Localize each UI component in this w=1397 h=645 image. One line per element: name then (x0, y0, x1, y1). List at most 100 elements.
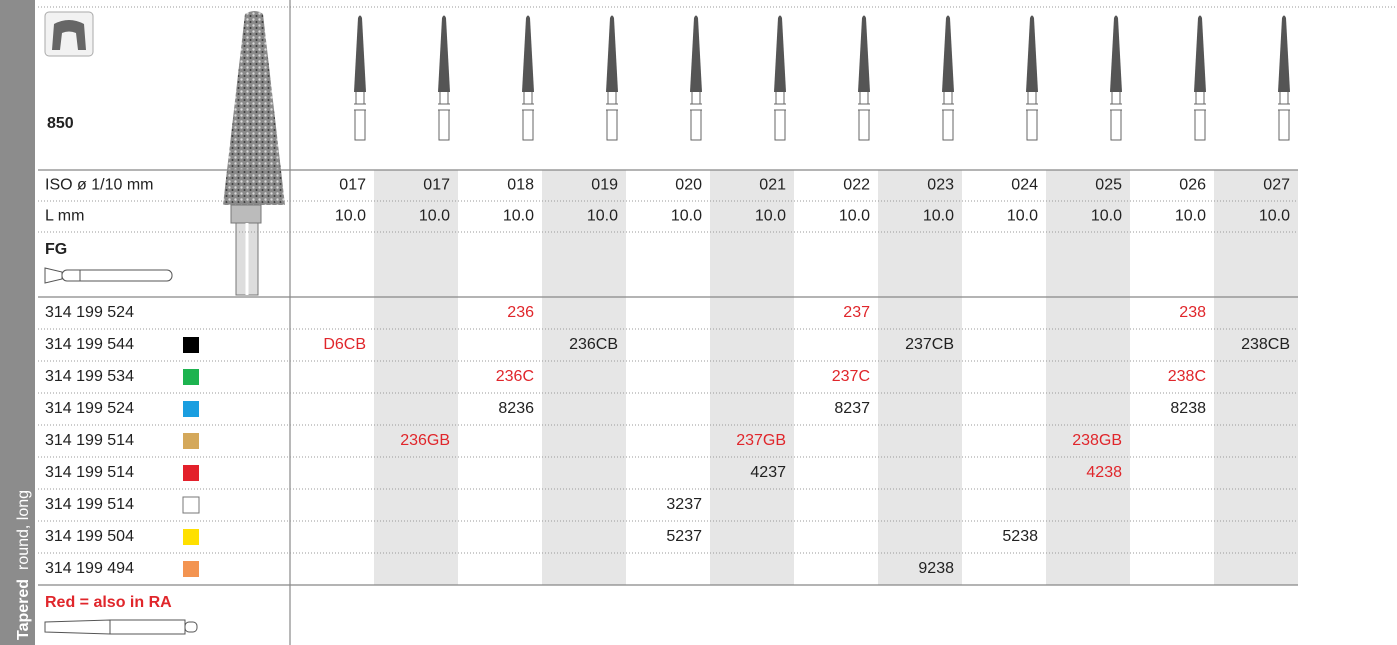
column-shade (1214, 170, 1298, 585)
spec-label: L mm (45, 208, 84, 225)
color-swatch (183, 529, 199, 545)
instrument-shank (1110, 109, 1122, 141)
instrument-shank (858, 109, 870, 141)
spec-value: 017 (339, 177, 366, 194)
instrument-head (606, 15, 618, 92)
product-number: 238CB (1241, 336, 1290, 353)
order-code: 314 199 494 (45, 560, 134, 577)
instrument-drawing (1278, 15, 1290, 141)
instrument-drawing (522, 15, 534, 141)
column-shade (878, 170, 962, 585)
product-number: 236CB (569, 336, 618, 353)
table: ISO ø 1/10 mm 017 017 018 019 020 021 022 023 024… (38, 15, 1298, 586)
bur-image (223, 11, 285, 296)
color-swatch (182, 496, 200, 514)
product-number: 8238 (1170, 400, 1206, 417)
instrument-head (1278, 15, 1290, 92)
instrument-neck (354, 92, 366, 111)
product-number: 3237 (666, 496, 702, 513)
instrument-shank (1278, 109, 1290, 141)
spec-value: 10.0 (923, 208, 954, 225)
fg-shank-drawing (44, 267, 173, 284)
instrument-drawing (1194, 15, 1206, 141)
spec-value: 10.0 (335, 208, 366, 225)
order-code: 314 199 524 (45, 304, 134, 321)
spec-value: 020 (675, 177, 702, 194)
column-shade (374, 170, 458, 585)
ra-shank-drawing (44, 619, 198, 635)
spec-value: 019 (591, 177, 618, 194)
instrument-neck (1026, 92, 1038, 111)
product-number: D6CB (323, 336, 366, 353)
color-swatch (183, 561, 199, 577)
instrument-head (690, 15, 702, 92)
column-shade (1046, 170, 1130, 585)
shank-type: FG (45, 241, 67, 258)
instrument-drawing (354, 15, 366, 141)
order-code: 314 199 524 (45, 400, 134, 417)
spec-value: 10.0 (1175, 208, 1206, 225)
instrument-neck (690, 92, 702, 111)
instrument-head (438, 15, 450, 92)
product-number: 236GB (400, 432, 450, 449)
spec-value: 018 (507, 177, 534, 194)
product-number: 5238 (1002, 528, 1038, 545)
product-number: 4238 (1086, 464, 1122, 481)
spec-value: 10.0 (419, 208, 450, 225)
instrument-drawing (942, 15, 954, 141)
instrument-drawing (858, 15, 870, 141)
instrument-neck (858, 92, 870, 111)
instrument-neck (522, 92, 534, 111)
instrument-shank (690, 109, 702, 141)
sidebar (0, 0, 35, 645)
spec-value: 017 (423, 177, 450, 194)
spec-value: 022 (843, 177, 870, 194)
spec-value: 10.0 (503, 208, 534, 225)
instrument-drawing (774, 15, 786, 141)
instrument-neck (1194, 92, 1206, 111)
instrument-neck (1278, 92, 1290, 111)
instrument-shank (1026, 109, 1038, 141)
instrument-head (1194, 15, 1206, 92)
spec-value: 026 (1179, 177, 1206, 194)
instrument-shank (942, 109, 954, 141)
instrument-head (1110, 15, 1122, 92)
spec-value: 10.0 (671, 208, 702, 225)
product-number: 237C (832, 368, 870, 385)
instrument-shank (522, 109, 534, 141)
instrument-head (522, 15, 534, 92)
spec-value: 10.0 (1091, 208, 1122, 225)
column-shade (542, 170, 626, 585)
color-swatch (183, 465, 199, 481)
order-code: 314 199 514 (45, 496, 134, 513)
product-number: 5237 (666, 528, 702, 545)
sidebar-variant: round, long (15, 490, 32, 570)
product-number: 236 (507, 304, 534, 321)
instrument-neck (606, 92, 618, 111)
spec-value: 021 (759, 177, 786, 194)
instrument-head (858, 15, 870, 92)
instrument-head (1026, 15, 1038, 92)
tooth-icon (44, 11, 94, 57)
instrument-head (774, 15, 786, 92)
product-number: 8236 (498, 400, 534, 417)
instrument-neck (438, 92, 450, 111)
product-number: 238GB (1072, 432, 1122, 449)
product-number: 238C (1168, 368, 1206, 385)
color-swatch (183, 369, 199, 385)
spec-value: 025 (1095, 177, 1122, 194)
instrument-neck (774, 92, 786, 111)
order-code: 314 199 504 (45, 528, 134, 545)
column-shade (710, 170, 794, 585)
instrument-shank (1194, 109, 1206, 141)
product-number: 237GB (736, 432, 786, 449)
spec-value: 023 (927, 177, 954, 194)
instrument-head (942, 15, 954, 92)
spec-value: 024 (1011, 177, 1038, 194)
spec-value: 10.0 (1007, 208, 1038, 225)
spec-value: 10.0 (839, 208, 870, 225)
instrument-shank (606, 109, 618, 141)
order-code: 314 199 534 (45, 368, 134, 385)
order-code: 314 199 514 (45, 464, 134, 481)
